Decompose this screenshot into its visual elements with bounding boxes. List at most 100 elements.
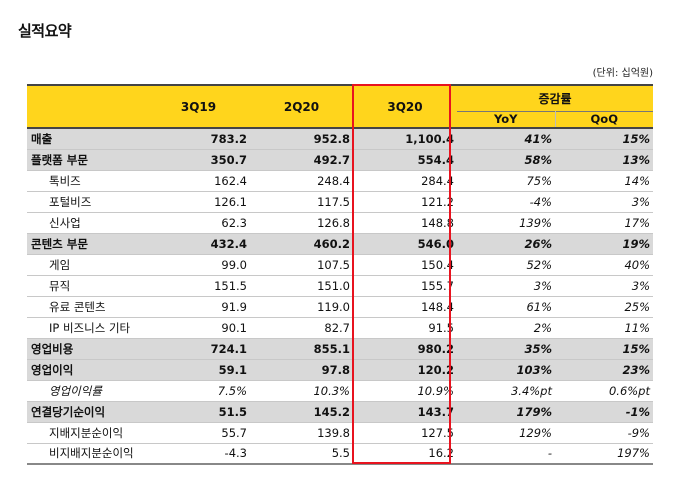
value-yoy: 139% <box>457 212 555 234</box>
value-yoy: 61% <box>457 296 555 318</box>
value-yoy: 179% <box>457 401 555 423</box>
header-2q20: 2Q20 <box>250 84 353 128</box>
value-2q20: 5.5 <box>250 443 353 465</box>
value-yoy: 103% <box>457 359 555 381</box>
value-3q19: 55.7 <box>147 422 250 444</box>
table-row: 뮤직 151.5 151.0 155.7 3% 3% <box>27 275 653 297</box>
value-3q20: 980.2 <box>353 338 457 360</box>
header-3q19: 3Q19 <box>147 84 250 128</box>
value-yoy: 75% <box>457 170 555 192</box>
value-qoq: 14% <box>555 170 653 192</box>
value-3q19: 432.4 <box>147 233 250 255</box>
value-3q20: 150.4 <box>353 254 457 276</box>
value-3q20: 546.0 <box>353 233 457 255</box>
row-label: 뮤직 <box>27 275 147 297</box>
value-3q20: 10.9% <box>353 380 457 402</box>
header-3q20: 3Q20 <box>353 84 457 128</box>
table-row: 비지배지분순이익 -4.3 5.5 16.2-197% <box>27 443 653 465</box>
value-yoy: 3.4%pt <box>457 380 555 402</box>
value-qoq: 13% <box>555 149 653 171</box>
value-yoy: 26% <box>457 233 555 255</box>
value-3q19: 7.5% <box>147 380 250 402</box>
row-label: IP 비즈니스 기타 <box>27 317 147 339</box>
value-3q19: 59.1 <box>147 359 250 381</box>
table-row: IP 비즈니스 기타 90.1 82.7 91.5 2% 11% <box>27 317 653 339</box>
table-row: 게임 99.0 107.5 150.4 52% 40% <box>27 254 653 276</box>
value-qoq: 17% <box>555 212 653 234</box>
row-label: 게임 <box>27 254 147 276</box>
value-3q20: 284.4 <box>353 170 457 192</box>
value-3q19: 91.9 <box>147 296 250 318</box>
value-3q20: 127.5 <box>353 422 457 444</box>
value-2q20: 119.0 <box>250 296 353 318</box>
table-row: 콘텐츠 부문 432.4 460.2 546.0 26% 19% <box>27 233 653 255</box>
value-qoq: 40% <box>555 254 653 276</box>
value-3q20: 16.2 <box>353 443 457 465</box>
header-change: 증감률 <box>457 84 653 111</box>
table-row: 영업이익 59.1 97.8 120.2 103% 23% <box>27 359 653 381</box>
row-label: 비지배지분순이익 <box>27 443 147 465</box>
value-3q20: 143.7 <box>353 401 457 423</box>
row-label: 영업이익률 <box>27 380 147 402</box>
table-row: 유료 콘텐츠 91.9 119.0 148.4 61% 25% <box>27 296 653 318</box>
row-label: 영업비용 <box>27 338 147 360</box>
value-yoy: 2% <box>457 317 555 339</box>
unit-note: (단위: 십억원) <box>592 68 653 79</box>
value-3q19: 126.1 <box>147 191 250 213</box>
value-2q20: 117.5 <box>250 191 353 213</box>
value-3q20: 1,100.4 <box>353 127 457 150</box>
value-3q19: 350.7 <box>147 149 250 171</box>
value-qoq: 15% <box>555 338 653 360</box>
row-label: 영업이익 <box>27 359 147 381</box>
value-2q20: 248.4 <box>250 170 353 192</box>
header-label-cell <box>27 84 147 128</box>
value-yoy: 58% <box>457 149 555 171</box>
value-2q20: 82.7 <box>250 317 353 339</box>
value-yoy: 3% <box>457 275 555 297</box>
row-label: 포털비즈 <box>27 191 147 213</box>
value-3q20: 148.8 <box>353 212 457 234</box>
value-3q19: 90.1 <box>147 317 250 339</box>
table-row: 영업이익률 7.5% 10.3% 10.9% 3.4%pt 0.6%pt <box>27 380 653 402</box>
row-label: 톡비즈 <box>27 170 147 192</box>
value-yoy: 52% <box>457 254 555 276</box>
value-yoy: - <box>457 443 555 465</box>
value-2q20: 855.1 <box>250 338 353 360</box>
value-yoy: -4% <box>457 191 555 213</box>
table-row: 신사업 62.3 126.8 148.8 139% 17% <box>27 212 653 234</box>
value-2q20: 145.2 <box>250 401 353 423</box>
value-qoq: 25% <box>555 296 653 318</box>
value-3q19: -4.3 <box>147 443 250 465</box>
value-2q20: 139.8 <box>250 422 353 444</box>
table-row: 톡비즈 162.4 248.4 284.4 75% 14% <box>27 170 653 192</box>
value-3q20: 91.5 <box>353 317 457 339</box>
row-label: 신사업 <box>27 212 147 234</box>
value-qoq: 15% <box>555 127 653 150</box>
table-row: 연결당기순이익 51.5 145.2 143.7 179% -1% <box>27 401 653 423</box>
value-3q20: 155.7 <box>353 275 457 297</box>
value-yoy: 41% <box>457 127 555 150</box>
table-row: 포털비즈 126.1 117.5 121.2 -4% 3% <box>27 191 653 213</box>
value-qoq: 197% <box>555 443 653 465</box>
value-qoq: 11% <box>555 317 653 339</box>
row-label: 콘텐츠 부문 <box>27 233 147 255</box>
table-row: 영업비용 724.1 855.1 980.2 35% 15% <box>27 338 653 360</box>
value-qoq: 23% <box>555 359 653 381</box>
earnings-summary-table: 3Q19 2Q20 3Q20 증감률 YoY QoQ 매출 783.2 952.8 1… <box>27 84 653 465</box>
value-qoq: 3% <box>555 191 653 213</box>
value-qoq: 19% <box>555 233 653 255</box>
table-row: 플랫폼 부문 350.7 492.7 554.4 58% 13% <box>27 149 653 171</box>
value-2q20: 151.0 <box>250 275 353 297</box>
row-label: 매출 <box>27 127 147 150</box>
value-qoq: -9% <box>555 422 653 444</box>
page-title: 실적요약 <box>18 22 72 40</box>
value-2q20: 10.3% <box>250 380 353 402</box>
value-3q19: 783.2 <box>147 127 250 150</box>
value-3q20: 120.2 <box>353 359 457 381</box>
row-label: 유료 콘텐츠 <box>27 296 147 318</box>
value-3q20: 121.2 <box>353 191 457 213</box>
value-2q20: 952.8 <box>250 127 353 150</box>
value-3q19: 162.4 <box>147 170 250 192</box>
value-2q20: 107.5 <box>250 254 353 276</box>
row-label: 플랫폼 부문 <box>27 149 147 171</box>
